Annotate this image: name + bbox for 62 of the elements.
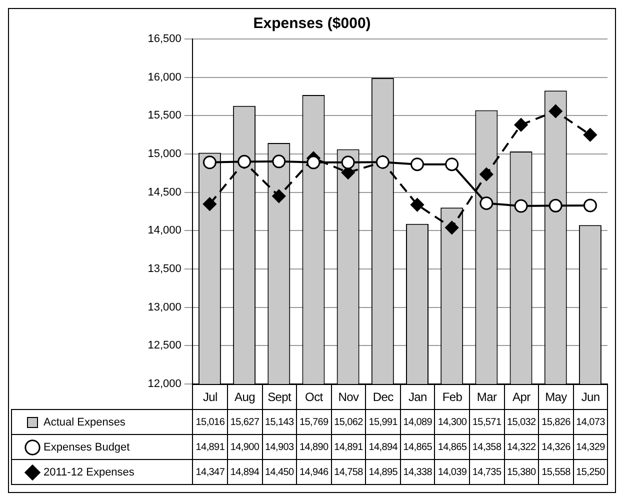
data-label: 14,326	[538, 434, 574, 460]
x-tick-label: May	[538, 384, 574, 410]
x-tick-label: Oct	[296, 384, 332, 410]
data-label: 14,735	[470, 460, 504, 484]
y-tick-label: 16,000	[148, 71, 182, 84]
data-label: 14,338	[400, 460, 435, 484]
data-label: 15,627	[227, 410, 262, 434]
y-tick-label: 12,500	[148, 340, 182, 352]
x-tick-label: Aug	[227, 384, 262, 410]
data-label: 15,250	[573, 460, 608, 484]
data-label: 15,016	[192, 410, 228, 434]
data-label: 15,991	[366, 410, 400, 434]
data-label: 14,329	[573, 434, 608, 460]
data-label: 14,450	[262, 460, 297, 484]
data-label: 14,073	[573, 410, 608, 434]
data-label: 14,358	[470, 434, 504, 460]
data-label: 14,891	[192, 434, 228, 460]
y-tick-label: 13,500	[148, 263, 182, 276]
x-tick-label: Feb	[434, 384, 470, 410]
data-label: 15,558	[538, 460, 574, 484]
data-label: 14,946	[296, 460, 332, 484]
legend-label: Expenses Budget	[44, 442, 130, 454]
x-tick-label: Jul	[192, 384, 228, 410]
data-label: 15,062	[331, 410, 366, 434]
data-label: 14,890	[296, 434, 332, 460]
data-label: 14,089	[400, 410, 435, 434]
x-tick-label: Dec	[366, 384, 400, 410]
data-label: 14,894	[366, 434, 400, 460]
data-label: 14,039	[434, 460, 470, 484]
y-tick-label: 15,500	[148, 110, 182, 122]
data-label: 14,758	[331, 460, 366, 484]
x-tick-label: Sept	[262, 384, 297, 410]
data-label: 15,380	[504, 460, 539, 484]
x-tick-label: Jan	[400, 384, 435, 410]
x-tick-label: Mar	[470, 384, 504, 410]
data-label: 14,322	[504, 434, 539, 460]
data-label: 14,894	[227, 460, 262, 484]
data-label: 14,865	[434, 434, 470, 460]
data-label: 15,769	[296, 410, 332, 434]
data-label: 15,143	[262, 410, 297, 434]
data-label: 14,865	[400, 434, 435, 460]
legend-label: Actual Expenses	[44, 416, 126, 429]
data-label: 14,900	[227, 434, 262, 460]
y-tick-label: 12,000	[148, 378, 182, 390]
data-label: 14,300	[434, 410, 470, 434]
x-tick-label: Nov	[331, 384, 366, 410]
data-label: 14,903	[262, 434, 297, 460]
data-label: 14,347	[192, 460, 228, 484]
y-tick-label: 13,000	[148, 301, 182, 314]
data-label: 15,032	[504, 410, 539, 434]
chart-title: Expenses ($000)	[253, 15, 371, 32]
data-label: 15,826	[538, 410, 574, 434]
y-tick-label: 14,000	[148, 224, 182, 237]
y-tick-label: 15,000	[148, 148, 182, 160]
legend-label: 2011-12 Expenses	[44, 466, 135, 479]
data-label: 14,895	[366, 460, 400, 484]
x-tick-label: Jun	[573, 384, 608, 410]
y-tick-label: 14,500	[148, 186, 182, 198]
data-label: 15,571	[470, 410, 504, 434]
x-tick-label: Apr	[504, 384, 539, 410]
data-label: 14,891	[331, 434, 366, 460]
y-tick-label: 16,500	[148, 33, 182, 46]
